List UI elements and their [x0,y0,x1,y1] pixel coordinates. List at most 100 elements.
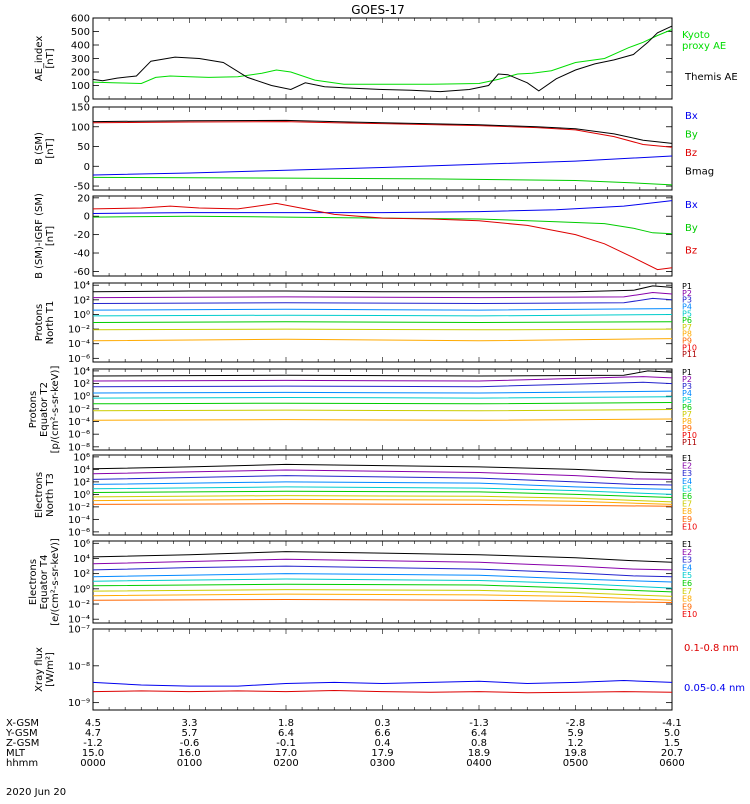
ephemeris-value: 0600 [659,758,684,769]
series-line-P2 [92,291,673,299]
y-tick-label: 10⁴ [73,554,90,565]
ephemeris-value: 0.8 [471,738,487,749]
legend-entry: P1 [682,368,692,377]
y-axis-label: Equator T4 [39,555,50,610]
series-line-P5 [92,314,673,317]
series-line-E2 [92,469,673,480]
y-tick-label: 10⁻⁸ [68,661,90,672]
y-tick-label: 300 [71,54,90,65]
y-tick-label: 0 [84,95,90,106]
y-tick-label: 10⁻⁸ [68,442,90,453]
y-tick-label: 100 [71,81,90,92]
ephemeris-value: 6.6 [375,728,391,739]
legend-entry: P10 [682,343,697,352]
panel-3: 20 0 -20 -40 -60 B (SM)-IGRF (SM) [nT] Bx By Bz [34,193,698,279]
legend-entry: 0.1-0.8 nm [684,643,739,654]
legend-entry: E7 [682,500,692,509]
panel-7: 10⁶ 10⁴ 10² 10⁰ 10⁻² 10⁻⁴ Electrons Equator T4[… [28,538,697,626]
legend-entry: E9 [682,602,692,611]
y-tick-label: 10⁰ [73,310,90,321]
panel-frame [92,628,673,711]
legend-entry: P8 [682,330,692,339]
y-tick-label: 10² [73,477,90,488]
legend-entry: E8 [682,507,692,516]
y-tick-label: 10⁰ [73,584,90,595]
legend-entry: Bx [685,200,698,211]
y-tick-label: 10⁶ [73,452,90,463]
y-tick-label: 10⁻² [68,600,90,611]
panel-4: 10⁴ 10² 10⁰ 10⁻² 10⁻⁴ 10⁻⁶ Protons North T1 P1P2… [34,281,697,365]
panel-frame [92,17,673,100]
y-tick-label: 10² [73,379,90,390]
y-axis-label: Protons [28,391,39,428]
legend-entry: Kyoto [682,30,710,41]
series-line-E2 [92,558,673,571]
series-line-P2 [92,376,673,382]
ephemeris-value: 6.4 [278,728,294,739]
series-line-E8 [92,593,673,601]
series-line-E6 [92,583,673,593]
y-axis-label: [nT] [45,226,56,246]
legend-entry: P10 [682,431,697,440]
y-tick-label: 10⁻⁴ [68,515,90,526]
y-tick-label: 10⁻² [68,325,90,336]
series-line-P3 [92,381,673,388]
ephemeris-value: -2.8 [566,718,586,729]
y-tick-label: 10² [73,295,90,306]
legend-entry: P11 [682,438,697,447]
y-axis-label: Electrons [34,472,45,518]
y-tick-label: 200 [71,68,90,79]
ephemeris-row-label: hhmm [6,758,38,769]
series-line-E4 [92,481,673,490]
series-line-P8 [92,338,673,342]
legend-entry: E1 [682,454,692,463]
legend-entry: E3 [682,469,692,478]
series-line-P1 [92,285,673,293]
legend-entry: P7 [682,323,692,332]
y-tick-label: 10⁴ [73,366,90,377]
y-axis-label: [e/(cm²-s-sr-keV)] [50,538,61,626]
ephemeris-value: 4.5 [85,718,101,729]
ephemeris-value: -4.1 [662,718,682,729]
y-tick-label: 10⁻² [68,404,90,415]
date-label: 2020 Jun 20 [6,787,66,798]
legend-entry: E2 [682,462,692,471]
series-line-E4 [92,573,673,583]
legend-entry: E6 [682,492,692,501]
legend-entry: P9 [682,337,692,346]
legend-entry: P4 [682,302,692,311]
series-line-By [92,176,673,186]
y-tick-label: -20 [74,230,90,241]
legend-entry: E5 [682,484,692,493]
y-tick-label: -60 [74,267,90,278]
series-line-P6 [92,402,673,405]
y-tick-label: 10⁻⁴ [68,339,90,350]
ephemeris-value: 1.2 [568,738,584,749]
legend-entry: Bx [685,111,698,122]
legend-entry: proxy AE [682,41,726,52]
series-line-0.1-0.8-nm [92,689,673,694]
ephemeris-value: 6.4 [471,728,487,739]
ephemeris-value: 5.9 [568,728,584,739]
series-line-E5 [92,578,673,589]
ephemeris-value: 0400 [466,758,491,769]
y-tick-label: 20 [77,193,90,204]
ephemeris-value: -0.1 [276,738,296,749]
series-line-Bx [92,155,673,176]
y-axis-label: Xray flux [34,647,45,692]
y-tick-label: 10⁻⁷ [68,625,90,636]
legend-entry: E10 [682,522,697,531]
y-tick-label: -40 [74,249,90,260]
ephemeris-value: 0200 [273,758,298,769]
legend-entry: P8 [682,417,692,426]
y-axis-label: [nT] [45,138,56,158]
ephemeris-value: 0.4 [375,738,391,749]
ephemeris-value: -1.2 [83,738,103,749]
y-axis-label: AE_index [34,36,45,82]
y-tick-label: 100 [71,122,90,133]
legend-entry: By [685,223,698,234]
ephemeris-value: 15.0 [82,748,104,759]
series-line-E7 [92,495,673,503]
